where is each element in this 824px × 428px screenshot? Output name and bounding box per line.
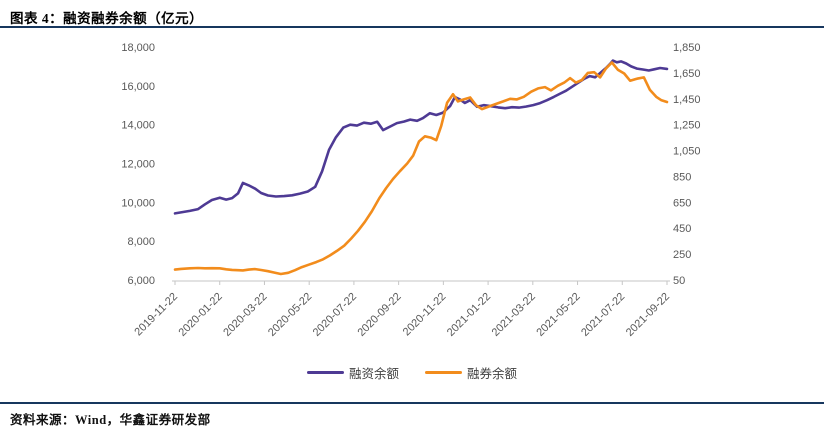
- figure-header: 图表 4：融资融券余额（亿元）: [0, 0, 824, 28]
- right-axis-tick-label: 1,050: [673, 146, 701, 158]
- left-axis-tick-label: 12,000: [121, 159, 155, 171]
- chart-legend: 融资余额 融券余额: [0, 363, 824, 382]
- right-axis-tick-label: 450: [673, 223, 691, 235]
- legend-item-rongzi: 融资余额: [306, 363, 399, 382]
- x-axis-tick-label: 2021-07-22: [579, 291, 627, 339]
- x-axis-tick-label: 2019-11-22: [132, 291, 180, 339]
- header-divider: [0, 26, 824, 28]
- x-axis-tick-label: 2020-03-22: [221, 291, 269, 339]
- right-axis-tick-label: 850: [673, 171, 691, 183]
- source-text: 资料来源：Wind，华鑫证券研发部: [10, 413, 211, 427]
- legend-line-swatch-orange: [425, 370, 462, 375]
- x-axis-tick-label: 2020-07-22: [311, 291, 359, 339]
- x-axis-tick-label: 2020-01-22: [177, 291, 225, 339]
- right-axis-tick-label: 1,250: [673, 120, 701, 132]
- left-axis-tick-label: 14,000: [121, 120, 155, 132]
- right-axis-tick-label: 650: [673, 197, 691, 209]
- chart-canvas: 18,000 16,000 14,000 12,000 10,000 8,000 6,000…: [121, 42, 700, 339]
- legend-label: 融券余额: [467, 367, 518, 381]
- x-axis-tick-label: 2021-03-22: [490, 291, 538, 339]
- series-line-rongquan-yue: [173, 61, 669, 276]
- x-axis-tick-label: 2020-09-22: [355, 291, 403, 339]
- left-axis-tick-label: 16,000: [121, 81, 155, 93]
- line-chart: 18,000 16,000 14,000 12,000 10,000 8,000 6,000…: [0, 30, 824, 360]
- x-axis-tick-label: 2020-05-22: [266, 291, 314, 339]
- x-axis-tick-label: 2021-01-22: [445, 291, 493, 339]
- legend-line-swatch-purple: [306, 370, 344, 375]
- x-axis-tick-label: 2020-11-22: [401, 291, 449, 339]
- left-axis-tick-label: 18,000: [121, 42, 155, 54]
- left-axis-tick-label: 8,000: [127, 236, 155, 248]
- x-axis-tick-label: 2021-09-22: [624, 291, 672, 339]
- right-axis-tick-label: 1,450: [673, 94, 701, 106]
- footer-divider: [0, 402, 824, 404]
- series-line-rongzi-yue: [173, 59, 669, 215]
- left-axis-tick-label: 10,000: [121, 197, 155, 209]
- right-axis-tick-label: 1,850: [673, 42, 701, 54]
- x-axis-tick-label: 2021-05-22: [534, 291, 582, 339]
- left-axis-tick-label: 6,000: [127, 275, 155, 287]
- right-axis-tick-label: 1,650: [673, 68, 701, 80]
- legend-item-rongquan: 融券余额: [425, 363, 517, 382]
- right-axis-tick-label: 250: [673, 249, 691, 261]
- right-axis-tick-label: 50: [673, 275, 685, 287]
- legend-label: 融资余额: [348, 367, 399, 381]
- axes: 18,000 16,000 14,000 12,000 10,000 8,000 6,000…: [121, 42, 700, 339]
- page-title: 图表 4：融资融券余额（亿元）: [10, 11, 204, 26]
